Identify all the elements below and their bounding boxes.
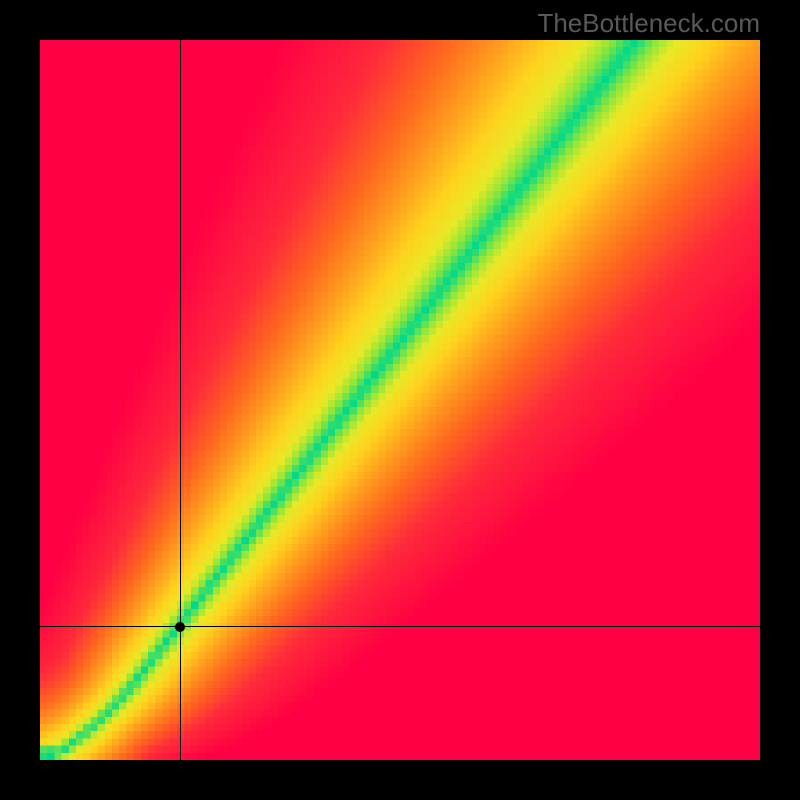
crosshair-horizontal	[40, 626, 760, 627]
watermark-text: TheBottleneck.com	[537, 8, 760, 39]
crosshair-vertical	[180, 40, 181, 760]
bottleneck-heatmap	[40, 40, 760, 760]
